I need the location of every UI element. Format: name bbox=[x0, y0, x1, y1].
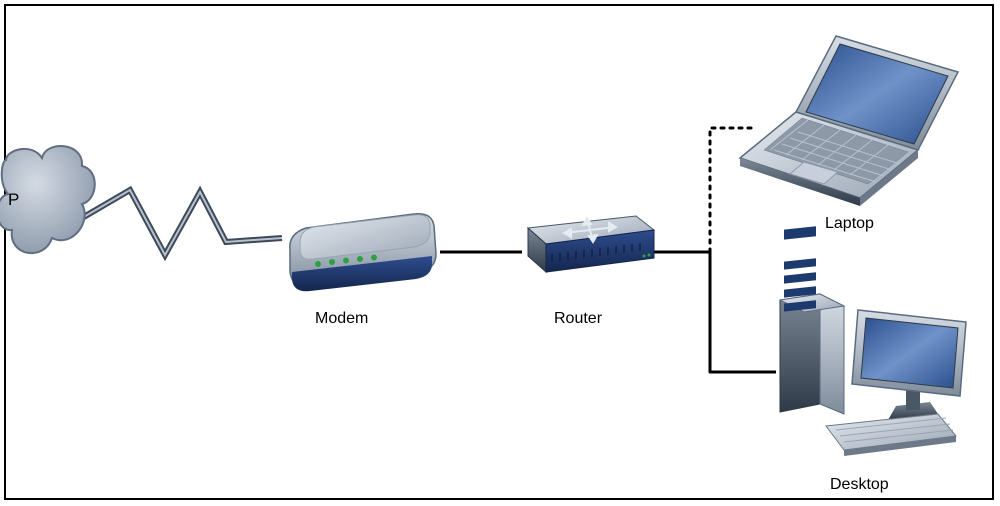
desktop-device bbox=[780, 226, 966, 456]
modem-label: Modem bbox=[315, 310, 368, 328]
laptop-label: Laptop bbox=[825, 215, 874, 233]
desktop-tower bbox=[780, 226, 844, 414]
diagram-svg bbox=[0, 0, 1000, 506]
modem-device bbox=[290, 214, 436, 292]
router-device bbox=[528, 216, 654, 272]
laptop-device bbox=[740, 36, 958, 206]
isp-label: P bbox=[8, 190, 19, 210]
edge-router-desktop bbox=[650, 252, 776, 372]
router-label: Router bbox=[554, 310, 602, 328]
network-diagram: P Modem Router Laptop Desktop bbox=[0, 0, 1000, 506]
edge-router-laptop bbox=[710, 128, 756, 252]
desktop-monitor bbox=[852, 310, 966, 420]
desktop-keyboard bbox=[826, 414, 956, 456]
edge-isp-modem bbox=[82, 190, 282, 255]
desktop-label: Desktop bbox=[830, 476, 889, 494]
